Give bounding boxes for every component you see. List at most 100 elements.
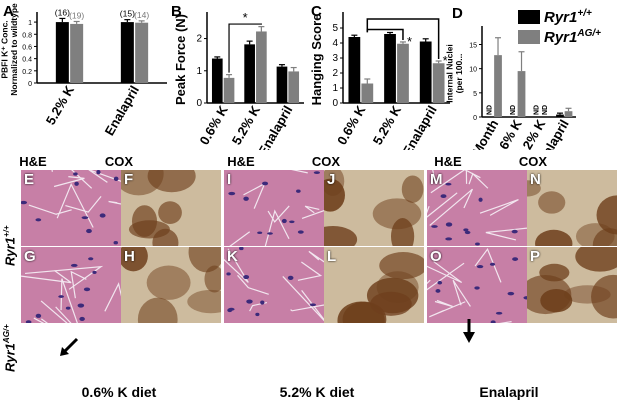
x-tick-label: Enalapril	[399, 103, 439, 150]
cox-positive-fiber	[158, 201, 182, 225]
significance-star: *	[443, 53, 448, 68]
nucleus	[281, 218, 287, 224]
y-tick-label: 3	[332, 53, 338, 64]
bar-mutant	[256, 31, 267, 103]
y-tick-label: 1	[196, 66, 202, 77]
diet-label-enalapril: Enalapril	[479, 384, 539, 400]
nucleus	[476, 264, 484, 269]
panel-letter-d: D	[452, 5, 463, 22]
fiber-boundary	[427, 261, 463, 284]
y-tick-label: 10	[469, 67, 477, 74]
nucleus	[79, 316, 85, 321]
nucleus	[267, 232, 273, 235]
significance-star: *	[407, 34, 412, 49]
nd-label: ND	[542, 105, 549, 115]
tissue-background	[21, 247, 121, 323]
fiber-boundary	[60, 278, 78, 323]
nucleus	[511, 229, 518, 234]
significance-star: *	[243, 10, 248, 25]
fiber-boundary	[427, 192, 458, 218]
nucleus	[243, 274, 250, 280]
cox-positive-fiber	[592, 228, 617, 246]
bar-mutant	[70, 23, 84, 83]
fiber-boundary	[65, 196, 102, 213]
fiber-boundary	[264, 209, 290, 246]
nucleus	[445, 237, 453, 241]
n-label: (15)	[120, 9, 135, 19]
nucleus	[445, 182, 452, 186]
cox-positive-fiber	[538, 191, 566, 214]
micrograph-tile-n: N	[527, 170, 617, 246]
panel-letter-m: M	[430, 171, 443, 188]
bar-wildtype	[384, 34, 396, 103]
fiber-boundary	[56, 182, 94, 228]
legend-swatch-mutant	[518, 30, 540, 44]
micrograph-tile-e: E	[21, 170, 121, 246]
fiber-boundary	[267, 205, 290, 223]
fiber-boundary	[434, 299, 453, 308]
nucleus	[289, 220, 295, 224]
cox-positive-fiber	[324, 170, 345, 196]
legend-label-wildtype: Ryr1+/+	[544, 8, 592, 26]
stain-header-cox-1: COX	[104, 154, 134, 169]
nucleus	[313, 171, 320, 175]
cox-positive-fiber	[540, 288, 573, 313]
micrograph-image	[224, 247, 324, 323]
y-axis-label: Hanging Score	[309, 14, 324, 106]
bar-wildtype	[55, 22, 69, 83]
nucleus	[239, 247, 244, 251]
bar-mutant	[517, 71, 526, 117]
cox-positive-fiber	[137, 297, 178, 323]
micrograph-image	[121, 247, 221, 323]
y-tick-label: 0.8	[22, 32, 32, 39]
cox-positive-fiber	[575, 223, 615, 246]
fiber-boundary	[452, 279, 471, 307]
nucleus	[74, 181, 79, 186]
panel-letter-k: K	[227, 248, 238, 265]
fiber-boundary	[429, 188, 474, 226]
cox-positive-fiber	[324, 225, 358, 246]
stain-header-he-2: H&E	[227, 154, 255, 169]
nucleus	[440, 194, 447, 198]
nucleus	[297, 230, 304, 234]
panel-letter-g: G	[24, 248, 36, 265]
y-tick-label: 0.6	[22, 44, 32, 51]
panel-letter-l: L	[327, 248, 337, 265]
fiber-boundary	[427, 262, 465, 291]
micrograph-tile-i: I	[224, 170, 324, 246]
stain-header-he-1: H&E	[19, 154, 47, 169]
y-tick-label: 15	[469, 43, 477, 50]
y-axis-label: Normalized to wildtype	[9, 3, 19, 96]
arrow-icon-o	[463, 319, 475, 343]
y-tick-label: 0	[332, 98, 338, 109]
micrograph-tile-l: L	[324, 247, 424, 323]
bar-mutant	[135, 22, 149, 83]
nucleus	[255, 312, 260, 317]
micrograph-tile-h: H	[121, 247, 221, 323]
fiber-boundary	[290, 304, 324, 312]
fiber-boundary	[24, 265, 104, 290]
significance-bracket	[366, 18, 440, 59]
cox-positive-fiber	[535, 229, 573, 246]
bar-mutant	[223, 77, 235, 103]
cox-positive-fiber	[152, 228, 179, 246]
cox-positive-fiber	[187, 289, 221, 314]
nucleus	[243, 196, 249, 201]
y-tick-label: 0	[473, 115, 477, 122]
bar-mutant	[361, 83, 374, 103]
nucleus	[309, 303, 317, 307]
bar-wildtype	[419, 41, 432, 103]
micrograph-image	[324, 247, 424, 323]
n-label: (19)	[69, 10, 84, 20]
nucleus	[495, 311, 503, 315]
y-tick-label: 2	[196, 34, 202, 45]
y-tick-label: 0	[28, 81, 32, 88]
nucleus	[287, 275, 294, 280]
fiber-boundary	[291, 170, 308, 174]
cox-positive-fiber	[121, 170, 164, 196]
fiber-boundary	[229, 231, 251, 246]
nucleus	[246, 299, 253, 304]
fiber-boundary	[88, 170, 121, 183]
micrograph-tile-m: M	[427, 170, 527, 246]
bar-mutant	[432, 63, 445, 103]
